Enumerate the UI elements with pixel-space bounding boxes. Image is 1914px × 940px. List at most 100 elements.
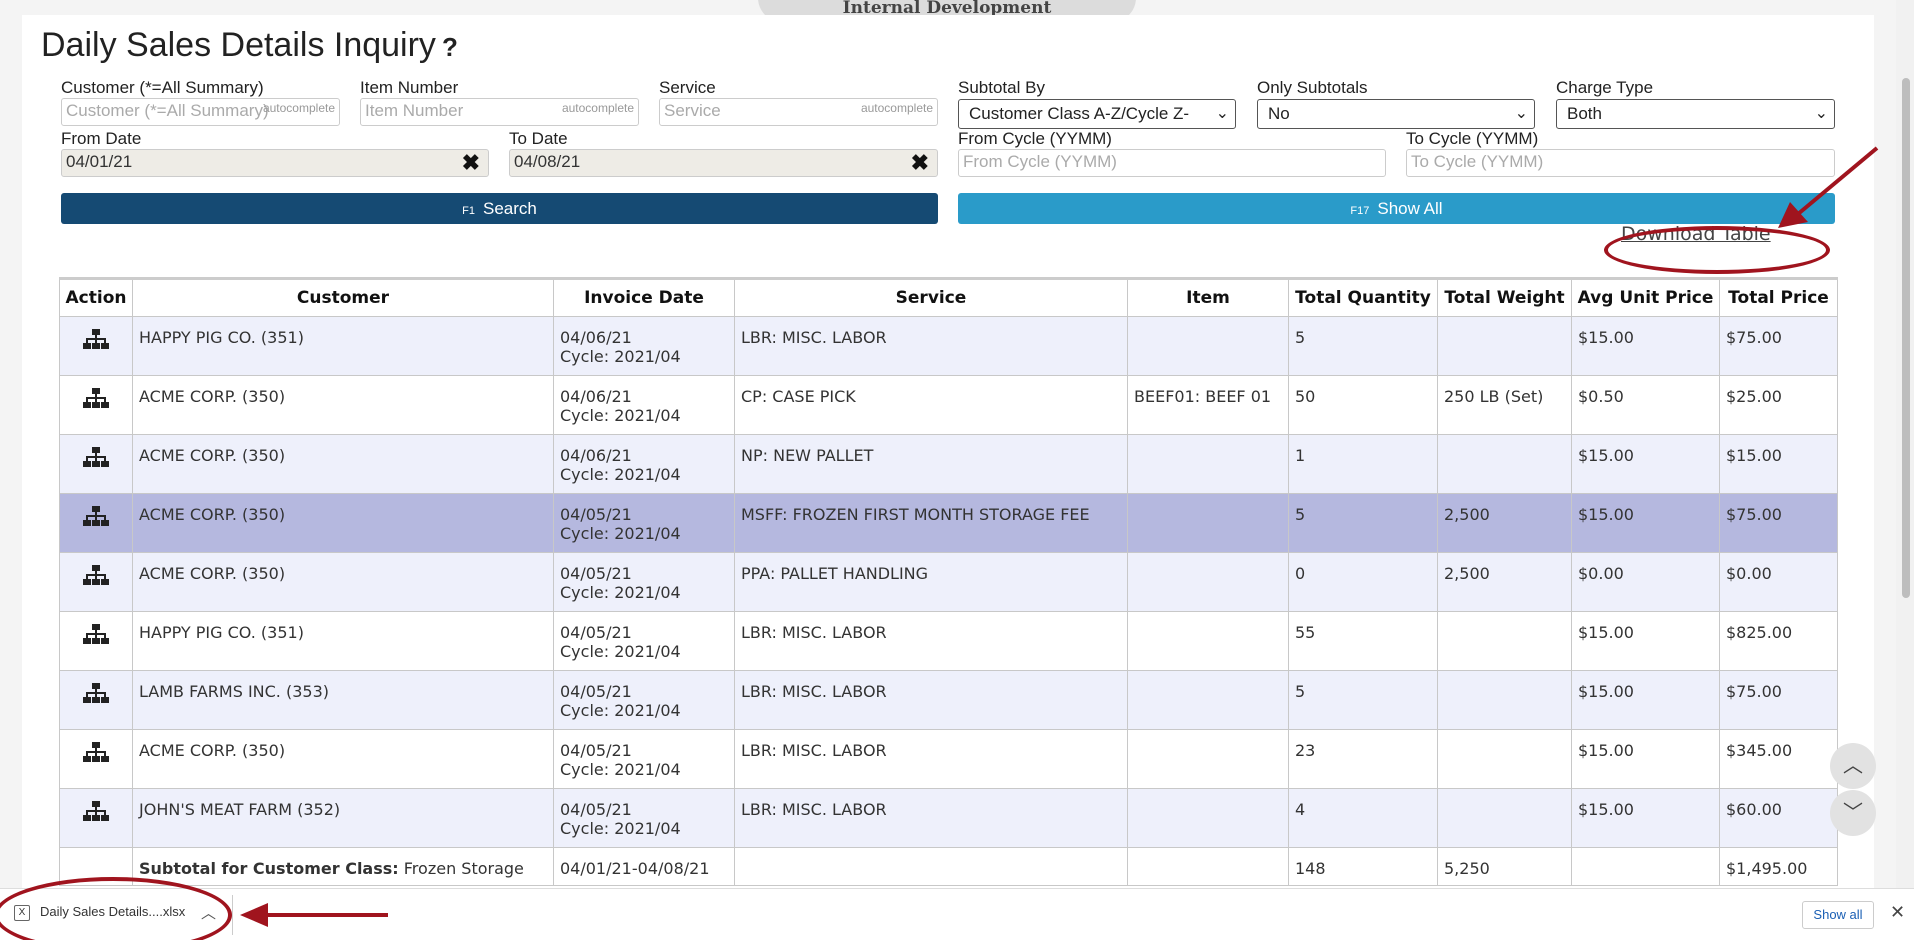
table-row[interactable]: ACME CORP. (350) 04/05/21 Cycle: 2021/04 PP…	[59, 552, 1838, 612]
column-header[interactable]: Action	[59, 277, 133, 317]
column-header[interactable]: Avg Unit Price	[1571, 277, 1720, 317]
from-cycle-label: From Cycle (YYMM)	[958, 129, 1112, 148]
show-all-button[interactable]: F17 Show All	[958, 193, 1835, 224]
sales-table: Action Customer Invoice Date Service Ite…	[59, 277, 1838, 886]
table-row[interactable]: ACME CORP. (350) 04/05/21 Cycle: 2021/04 MS…	[59, 493, 1838, 553]
service-cell: LBR: MISC. LABOR	[734, 788, 1128, 848]
service-cell: PPA: PALLET HANDLING	[734, 552, 1128, 612]
customer-cell: JOHN'S MEAT FARM (352)	[132, 788, 554, 848]
scroll-up-button[interactable]: ︿	[1830, 743, 1876, 789]
action-cell	[59, 611, 133, 671]
cycle: Cycle: 2021/04	[560, 642, 681, 661]
subtotal-total: $1,495.00	[1719, 847, 1838, 886]
chevron-up-icon[interactable]: ︿	[201, 905, 217, 922]
page-scrollbar[interactable]	[1896, 0, 1914, 888]
total-price-cell: $60.00	[1719, 788, 1838, 848]
column-header[interactable]: Item	[1127, 277, 1289, 317]
action-cell	[59, 552, 133, 612]
search-button[interactable]: F1 Search	[61, 193, 938, 224]
hierarchy-icon[interactable]	[83, 329, 109, 355]
column-header[interactable]: Total Quantity	[1288, 277, 1438, 317]
quantity-cell: 5	[1288, 316, 1438, 376]
avg-price-cell: $15.00	[1571, 788, 1720, 848]
column-header[interactable]: Total Price	[1719, 277, 1838, 317]
scroll-down-button[interactable]: ﹀	[1830, 790, 1876, 836]
hierarchy-icon[interactable]	[83, 801, 109, 827]
column-header[interactable]: Service	[734, 277, 1128, 317]
invoice-date-cell: 04/05/21 Cycle: 2021/04	[553, 788, 735, 848]
column-header[interactable]: Invoice Date	[553, 277, 735, 317]
chevron-up-icon: ︿	[1843, 753, 1863, 777]
cycle: Cycle: 2021/04	[560, 406, 681, 425]
close-icon[interactable]: ✕	[1890, 902, 1906, 922]
action-cell	[59, 434, 133, 494]
hierarchy-icon[interactable]	[83, 506, 109, 532]
excel-file-icon: X	[14, 904, 30, 921]
hierarchy-icon[interactable]	[83, 388, 109, 414]
help-icon[interactable]: ?	[441, 32, 458, 62]
from-date-label: From Date	[61, 129, 142, 148]
table-row[interactable]: ACME CORP. (350) 04/06/21 Cycle: 2021/04 CP…	[59, 375, 1838, 435]
item-cell	[1127, 493, 1289, 553]
invoice-date: 04/05/21	[560, 564, 632, 583]
show-all-downloads-button[interactable]: Show all	[1802, 901, 1874, 929]
charge-type-select[interactable]: Both ⌄	[1556, 99, 1835, 129]
weight-cell: 2,500	[1437, 552, 1572, 612]
customer-cell: ACME CORP. (350)	[132, 375, 554, 435]
item-number-input[interactable]: Item Number autocomplete	[360, 98, 639, 126]
quantity-cell: 0	[1288, 552, 1438, 612]
customer-input[interactable]: Customer (*=All Summary) autocomplete	[61, 98, 340, 126]
hierarchy-icon[interactable]	[83, 683, 109, 709]
service-label: Service	[659, 78, 716, 97]
weight-cell	[1437, 316, 1572, 376]
column-header[interactable]: Total Weight	[1437, 277, 1572, 317]
cycle: Cycle: 2021/04	[560, 701, 681, 720]
service-cell: CP: CASE PICK	[734, 375, 1128, 435]
subtotal-by-label: Subtotal By	[958, 78, 1045, 97]
subtotal-date-range: 04/01/21-04/08/21	[553, 847, 735, 886]
invoice-date: 04/06/21	[560, 387, 632, 406]
table-row[interactable]: HAPPY PIG CO. (351) 04/05/21 Cycle: 2021/0…	[59, 611, 1838, 671]
customer-cell: ACME CORP. (350)	[132, 434, 554, 494]
invoice-date-cell: 04/06/21 Cycle: 2021/04	[553, 375, 735, 435]
hierarchy-icon[interactable]	[83, 624, 109, 650]
total-price-cell: $825.00	[1719, 611, 1838, 671]
cycle: Cycle: 2021/04	[560, 760, 681, 779]
table-row[interactable]: ACME CORP. (350) 04/06/21 Cycle: 2021/04 NP…	[59, 434, 1838, 494]
action-cell	[59, 788, 133, 848]
column-header[interactable]: Customer	[132, 277, 554, 317]
hierarchy-icon[interactable]	[83, 447, 109, 473]
search-key-hint: F1	[462, 205, 475, 217]
table-row[interactable]: JOHN'S MEAT FARM (352) 04/05/21 Cycle: 202…	[59, 788, 1838, 848]
subtotal-weight: 5,250	[1437, 847, 1572, 886]
service-cell: NP: NEW PALLET	[734, 434, 1128, 494]
only-subtotals-select[interactable]: No ⌄	[1257, 99, 1535, 129]
service-cell: LBR: MISC. LABOR	[734, 611, 1128, 671]
item-cell	[1127, 316, 1289, 376]
item-cell	[1127, 611, 1289, 671]
from-date-input[interactable]: 04/01/21 ✖	[61, 149, 489, 177]
hierarchy-icon[interactable]	[83, 742, 109, 768]
table-row[interactable]: ACME CORP. (350) 04/05/21 Cycle: 2021/04 LB…	[59, 729, 1838, 789]
clear-icon[interactable]: ✖	[910, 150, 929, 175]
from-cycle-input[interactable]: From Cycle (YYMM)	[958, 149, 1386, 177]
service-input[interactable]: Service autocomplete	[659, 98, 938, 126]
invoice-date-cell: 04/05/21 Cycle: 2021/04	[553, 493, 735, 553]
table-row[interactable]: HAPPY PIG CO. (351) 04/06/21 Cycle: 2021/0…	[59, 316, 1838, 376]
downloaded-file[interactable]: X Daily Sales Details....xlsx	[14, 904, 185, 921]
table-row[interactable]: LAMB FARMS INC. (353) 04/05/21 Cycle: 2021…	[59, 670, 1838, 730]
download-table-link[interactable]: Download Table	[1621, 223, 1771, 245]
invoice-date: 04/06/21	[560, 446, 632, 465]
item-cell	[1127, 847, 1289, 886]
to-date-input[interactable]: 04/08/21 ✖	[509, 149, 938, 177]
scrollbar-thumb[interactable]	[1902, 78, 1910, 598]
clear-icon[interactable]: ✖	[461, 150, 480, 175]
customer-cell: HAPPY PIG CO. (351)	[132, 316, 554, 376]
environment-label: Internal Development	[842, 0, 1052, 18]
subtotal-by-select[interactable]: Customer Class A-Z/Cycle Z- ⌄	[958, 99, 1236, 129]
to-cycle-input[interactable]: To Cycle (YYMM)	[1406, 149, 1835, 177]
hierarchy-icon[interactable]	[83, 565, 109, 591]
item-cell	[1127, 729, 1289, 789]
subtotal-quantity: 148	[1288, 847, 1438, 886]
downloaded-file-name: Daily Sales Details....xlsx	[40, 904, 186, 919]
